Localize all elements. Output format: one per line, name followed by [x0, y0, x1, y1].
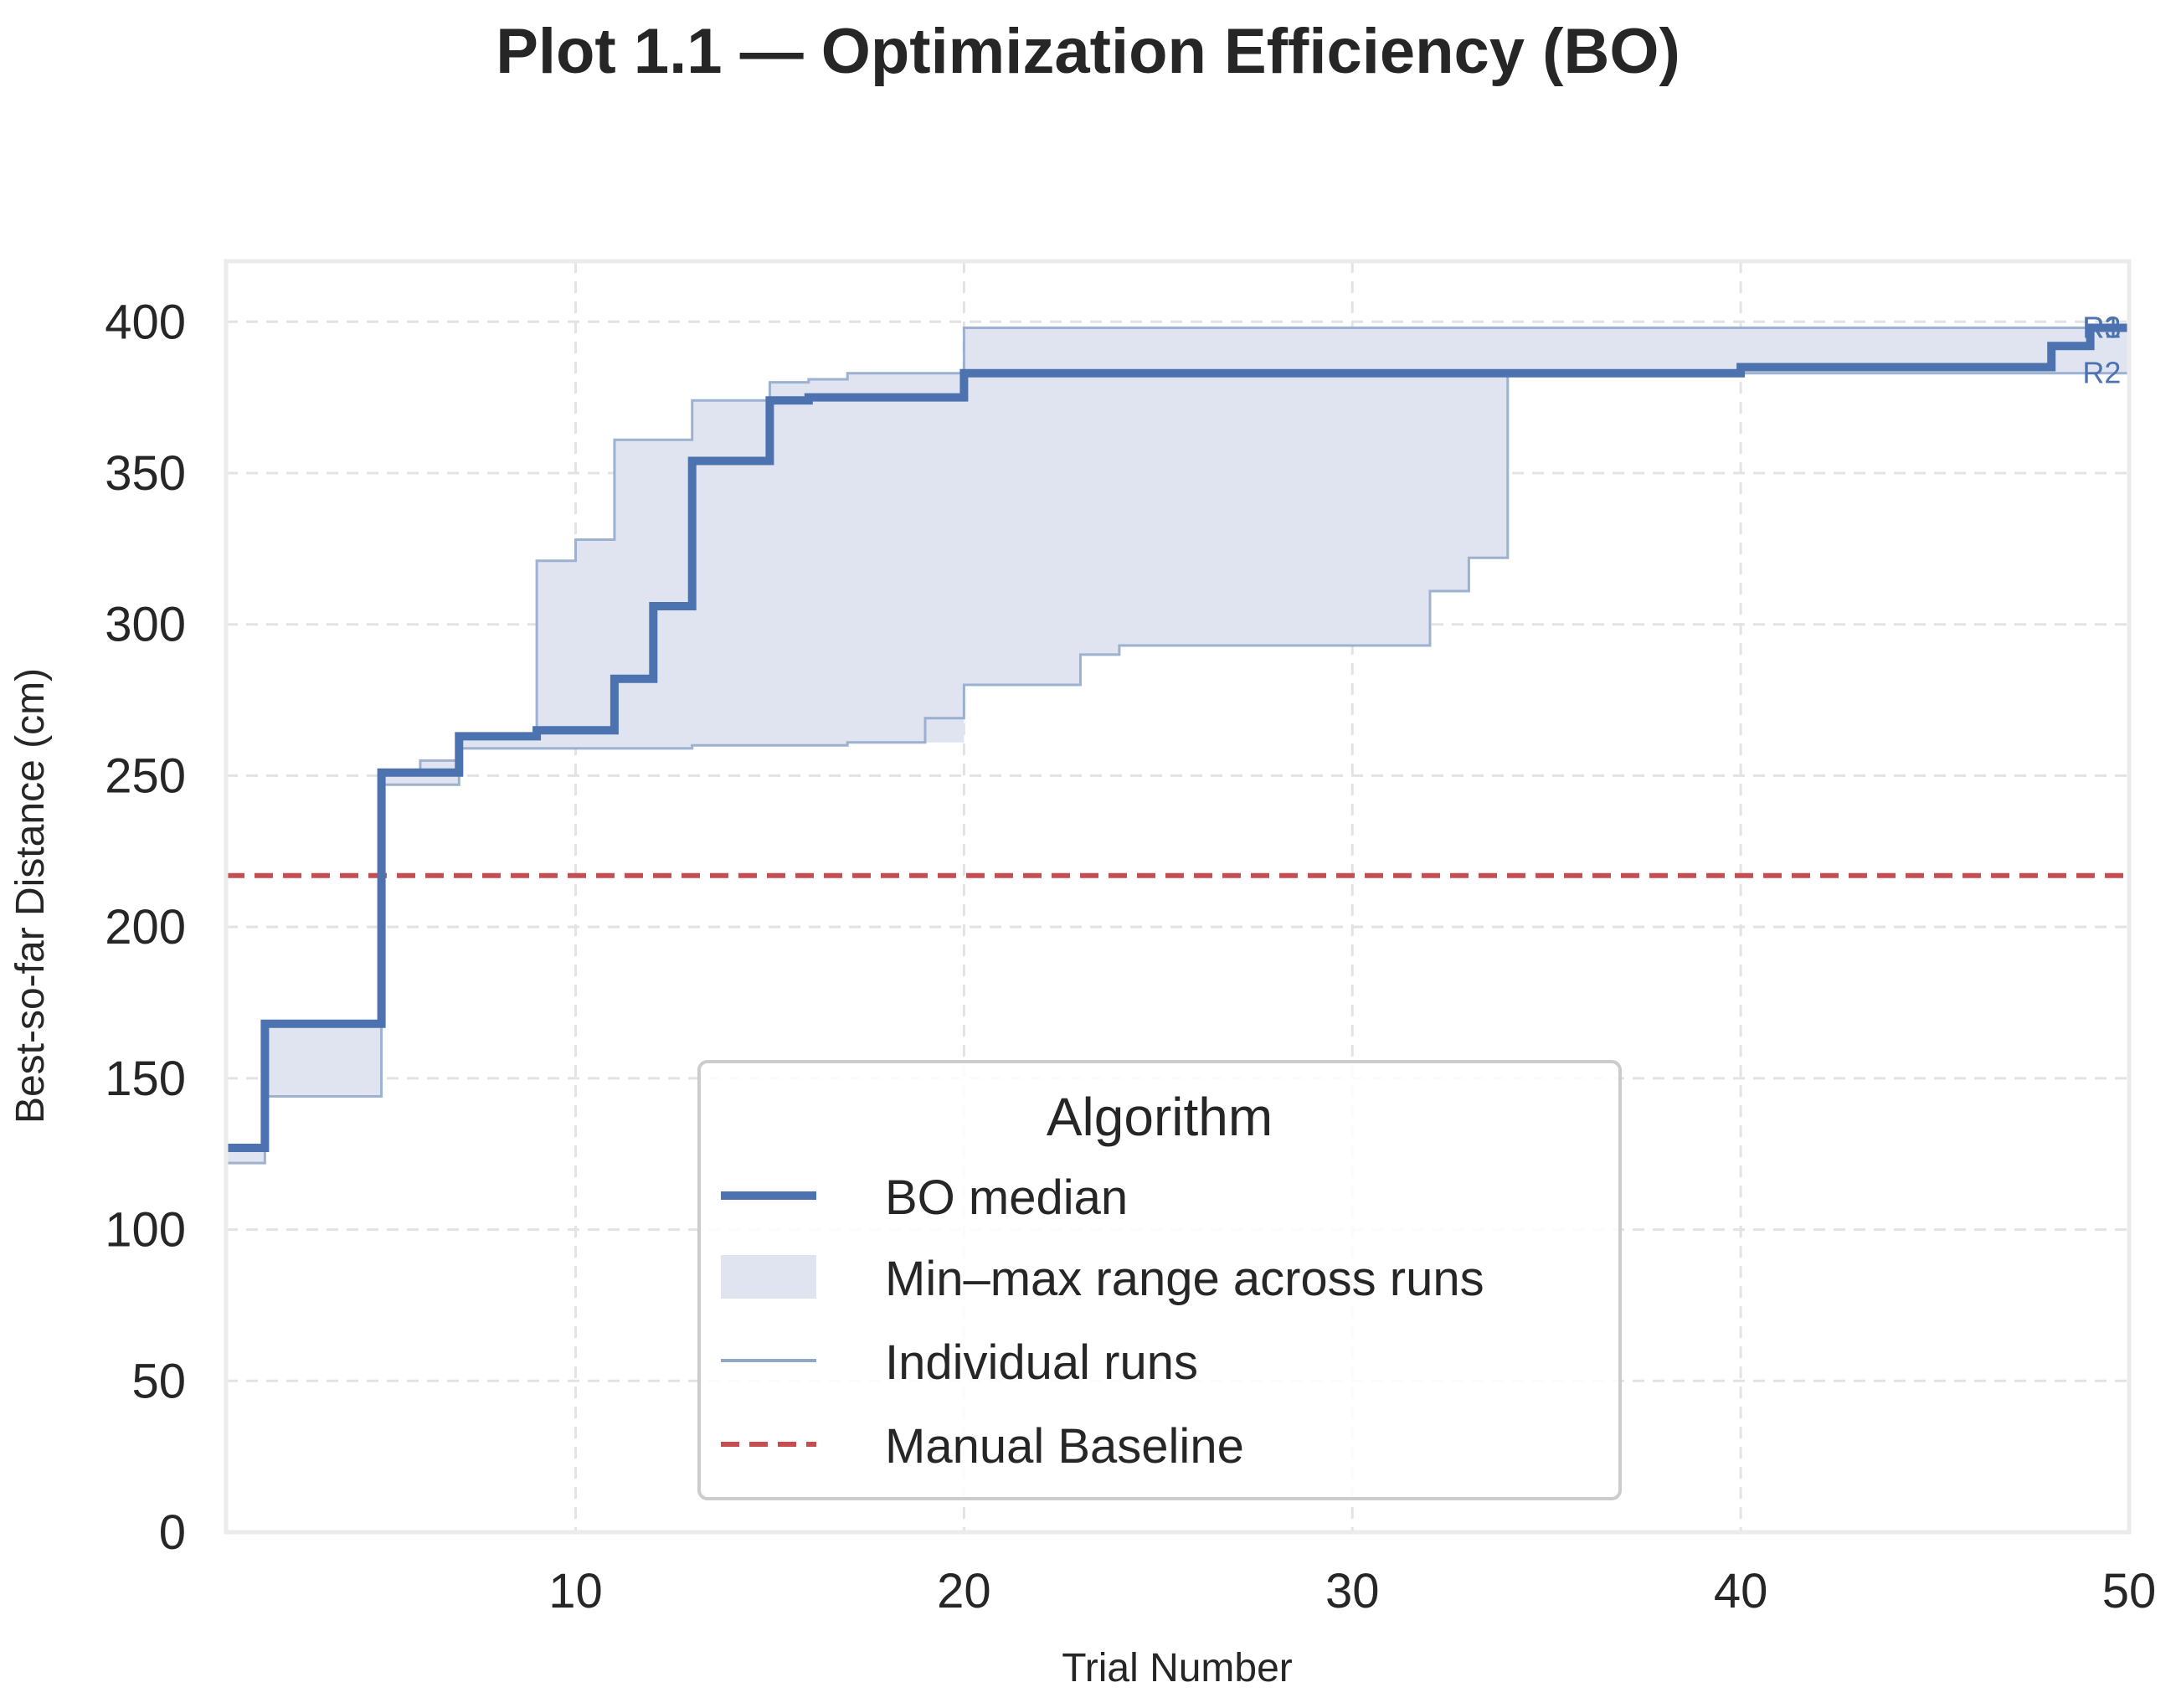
x-tick-labels: 10 20 30 40 50: [548, 1564, 2156, 1618]
chart-title: Plot 1.1 — Optimization Efficiency (BO): [496, 16, 1680, 87]
bo-median-line: [226, 323, 2129, 1152]
y-tick-label: 0: [159, 1505, 186, 1560]
x-tick-label: 30: [1325, 1564, 1380, 1618]
minmax-band-layer: [226, 327, 2129, 1164]
y-tick-labels: 0 50 100 150 200 250 300 350 400: [105, 295, 186, 1560]
x-tick-label: 20: [937, 1564, 991, 1618]
x-axis-label: Trial Number: [1062, 1646, 1293, 1690]
legend-title: Algorithm: [1047, 1087, 1273, 1147]
legend-box: [697, 1060, 1622, 1500]
y-tick-label: 350: [105, 446, 186, 501]
median-layer: [226, 323, 2129, 1152]
y-tick-label: 50: [131, 1354, 186, 1408]
y-tick-label: 300: [105, 598, 186, 652]
x-tick-label: 40: [1714, 1564, 1768, 1618]
y-tick-label: 150: [105, 1052, 186, 1106]
run-label-r3: R3: [2082, 311, 2121, 345]
y-tick-label: 250: [105, 749, 186, 803]
plot-area-border: [224, 259, 2132, 1535]
legend-label-manual-baseline: Manual Baseline: [885, 1419, 1244, 1474]
run-label-r1: R1: [2082, 311, 2121, 345]
y-tick-label: 400: [105, 295, 186, 349]
x-tick-label: 50: [2102, 1564, 2157, 1618]
minmax-range-band: [226, 327, 2129, 1164]
y-axis-label: Best-so-far Distance (cm): [8, 668, 53, 1124]
legend: Algorithm BO median Min–max range across r…: [697, 1060, 1622, 1500]
legend-label-bo-median: BO median: [885, 1170, 1128, 1225]
run-line-r2: [226, 372, 2129, 1165]
y-tick-label: 200: [105, 900, 186, 954]
run-label-r2: R2: [2082, 356, 2121, 390]
plot-frame: [224, 259, 2132, 1535]
legend-label-individual-runs: Individual runs: [885, 1335, 1198, 1390]
legend-label-minmax-range: Min–max range across runs: [885, 1252, 1484, 1306]
legend-swatch-minmax-range: [721, 1255, 816, 1299]
x-tick-label: 10: [548, 1564, 603, 1618]
run-labels-layer: R1 R2 R3: [2082, 311, 2121, 390]
y-tick-label: 100: [105, 1203, 186, 1258]
